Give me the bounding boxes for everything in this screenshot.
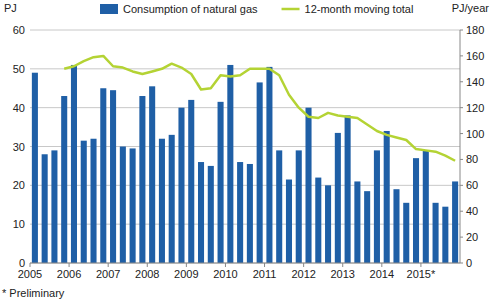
y2-tick-label: 80 bbox=[466, 153, 478, 165]
y-tick-label: 30 bbox=[13, 141, 25, 153]
y2-tick-label: 60 bbox=[466, 179, 478, 191]
footnote: * Preliminary bbox=[2, 287, 65, 299]
bar bbox=[81, 141, 87, 263]
bar bbox=[257, 82, 263, 263]
x-tick bbox=[225, 263, 226, 267]
bar bbox=[354, 181, 360, 263]
bar bbox=[384, 131, 390, 263]
x-tick bbox=[108, 263, 109, 267]
y2-tick-label: 100 bbox=[466, 128, 484, 140]
y2-axis-label: PJ/year bbox=[452, 2, 490, 14]
bar bbox=[42, 154, 48, 263]
bar bbox=[159, 139, 165, 263]
bar bbox=[237, 162, 243, 263]
bar bbox=[208, 166, 214, 263]
x-tick-label: 2008 bbox=[135, 268, 159, 280]
x-tick bbox=[303, 263, 304, 267]
bar bbox=[169, 135, 175, 263]
bar bbox=[61, 96, 67, 263]
bar bbox=[90, 139, 96, 263]
x-tick-label: 2010 bbox=[213, 268, 237, 280]
bar bbox=[188, 100, 194, 263]
bar bbox=[335, 133, 341, 263]
bar bbox=[442, 207, 448, 263]
bar bbox=[423, 150, 429, 263]
y2-tick-label: 180 bbox=[466, 24, 484, 36]
bar bbox=[178, 108, 184, 263]
bar bbox=[433, 203, 439, 263]
x-tick-label: 2012 bbox=[291, 268, 315, 280]
legend-swatch bbox=[100, 4, 118, 14]
bar bbox=[393, 189, 399, 263]
y2-tick-label: 160 bbox=[466, 50, 484, 62]
bar bbox=[452, 181, 458, 263]
bar bbox=[130, 148, 136, 263]
grid-line bbox=[30, 68, 460, 69]
legend-label: 12-month moving total bbox=[305, 3, 414, 15]
x-tick bbox=[30, 263, 31, 267]
x-tick-label: 2006 bbox=[57, 268, 81, 280]
grid-line bbox=[30, 30, 460, 31]
x-tick-label: 2014 bbox=[370, 268, 394, 280]
y2-tick-label: 0 bbox=[466, 257, 472, 269]
y2-tick-label: 20 bbox=[466, 231, 478, 243]
y2-tick-label: 40 bbox=[466, 205, 478, 217]
y-axis-label: PJ bbox=[4, 2, 17, 14]
bar bbox=[305, 108, 311, 263]
bar bbox=[403, 203, 409, 263]
y2-tick-label: 120 bbox=[466, 102, 484, 114]
grid-line bbox=[30, 263, 460, 264]
x-tick bbox=[381, 263, 382, 267]
bar bbox=[345, 115, 351, 263]
bar bbox=[266, 67, 272, 263]
bar bbox=[71, 65, 77, 263]
bar bbox=[247, 164, 253, 263]
x-tick bbox=[264, 263, 265, 267]
bar bbox=[51, 150, 57, 263]
bar bbox=[198, 162, 204, 263]
bar bbox=[32, 73, 38, 263]
x-tick-label: 2009 bbox=[174, 268, 198, 280]
x-axis bbox=[30, 263, 460, 264]
x-tick-label: 2013 bbox=[330, 268, 354, 280]
x-tick-label: 2005 bbox=[18, 268, 42, 280]
x-tick bbox=[69, 263, 70, 267]
bar bbox=[374, 150, 380, 263]
bar bbox=[286, 180, 292, 263]
x-tick bbox=[342, 263, 343, 267]
bar bbox=[139, 96, 145, 263]
legend-swatch bbox=[282, 8, 300, 11]
bar bbox=[149, 86, 155, 263]
x-tick-label: 2011 bbox=[253, 268, 277, 280]
y-tick-label: 40 bbox=[13, 102, 25, 114]
x-tick bbox=[147, 263, 148, 267]
bar bbox=[276, 150, 282, 263]
line bbox=[64, 56, 455, 161]
bar bbox=[100, 88, 106, 263]
grid-line bbox=[30, 107, 460, 108]
y-tick-label: 50 bbox=[13, 63, 25, 75]
bar bbox=[110, 90, 116, 263]
y-tick-label: 60 bbox=[13, 24, 25, 36]
bar bbox=[296, 150, 302, 263]
y-tick-label: 10 bbox=[13, 218, 25, 230]
bar bbox=[364, 191, 370, 263]
bar bbox=[325, 185, 331, 263]
chart: 0102030405060020406080100120140160180PJP… bbox=[0, 0, 491, 303]
x-tick bbox=[420, 263, 421, 267]
plot-area bbox=[32, 56, 458, 263]
bar bbox=[413, 158, 419, 263]
x-tick-label: 2007 bbox=[96, 268, 120, 280]
bar bbox=[227, 65, 233, 263]
y2-axis bbox=[460, 30, 461, 263]
bar bbox=[218, 102, 224, 263]
x-tick bbox=[186, 263, 187, 267]
bar bbox=[120, 147, 126, 264]
legend-label: Consumption of natural gas bbox=[123, 3, 258, 15]
y2-tick-label: 140 bbox=[466, 76, 484, 88]
y-tick-label: 20 bbox=[13, 179, 25, 191]
bar bbox=[315, 178, 321, 263]
x-tick-label: 2015* bbox=[407, 268, 436, 280]
